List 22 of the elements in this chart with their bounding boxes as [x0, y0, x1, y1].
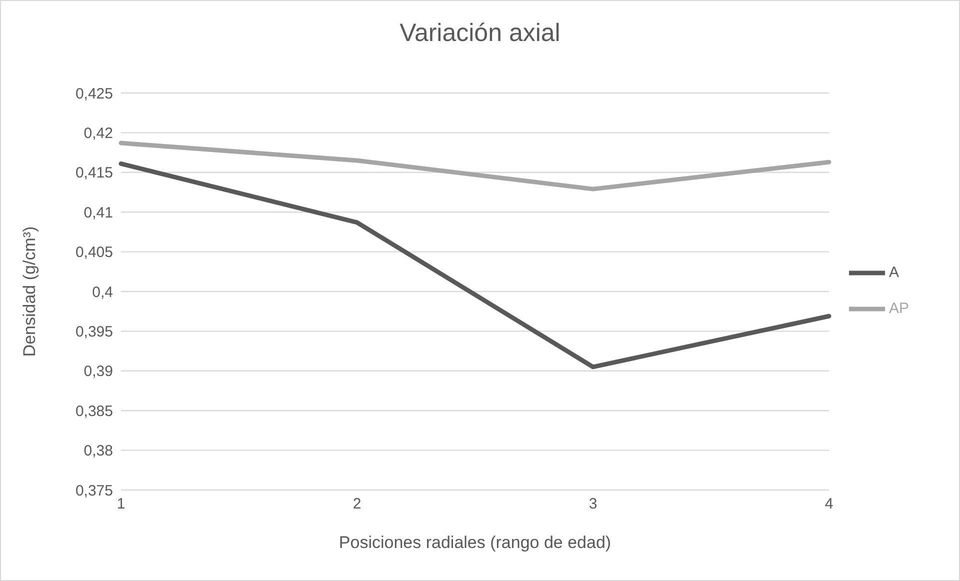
y-tick-label: 0,38: [84, 442, 113, 460]
y-tick-label: 0,41: [84, 204, 113, 222]
y-tick-label: 0,385: [75, 402, 113, 420]
y-tick-label: 0,39: [84, 363, 113, 380]
y-tick-label: 0,405: [75, 244, 113, 262]
x-axis-title: Posiciones radiales (rango de edad): [338, 533, 612, 552]
x-tick-label: 2: [352, 496, 362, 513]
chart-title: Variación axial: [398, 19, 562, 48]
y-tick-label: 0,415: [75, 164, 113, 182]
x-tick-label: 1: [116, 496, 126, 513]
legend-label: AP: [888, 299, 909, 316]
x-tick-label: 3: [588, 496, 598, 513]
x-tick-label: 4: [824, 496, 834, 513]
legend-label: A: [888, 263, 899, 280]
y-tick-label: 0,42: [84, 125, 113, 142]
y-tick-label: 0,395: [75, 324, 113, 341]
line-series: [118, 140, 832, 192]
line-series: [118, 161, 832, 370]
y-tick-label: 0,4: [92, 284, 113, 301]
y-axis-title: Densidad (g/cm³): [20, 226, 40, 357]
y-tick-label: 0,375: [75, 482, 113, 500]
y-tick-label: 0,425: [75, 85, 113, 102]
